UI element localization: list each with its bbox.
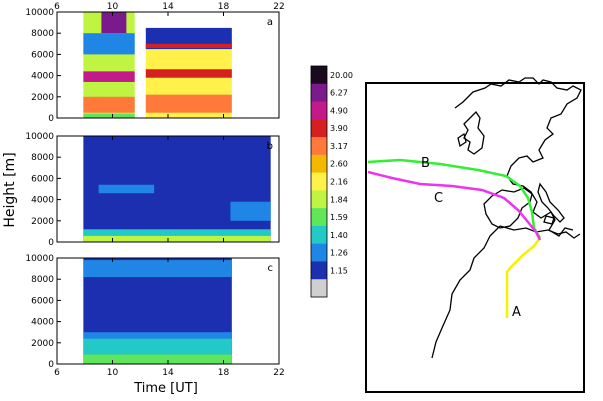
colorbar-swatch — [311, 225, 327, 245]
colorbar-frame — [310, 65, 328, 298]
x-tick-label-top: 22 — [273, 2, 284, 12]
x-tick-label-top: 6 — [54, 2, 60, 12]
y-tick-label: 6000 — [31, 174, 54, 184]
colorbar-label: 1.59 — [330, 213, 348, 222]
trajectory-label-c: C — [434, 191, 443, 206]
y-tick-label: 0 — [48, 360, 54, 370]
heatmap-cell — [230, 201, 271, 221]
colorbar-label: 1.15 — [330, 266, 348, 275]
y-tick-label: 8000 — [31, 153, 54, 163]
panel-b: 0 2000 4000 6000 8000 10000 b — [25, 132, 280, 248]
y-tick-label: 8000 — [31, 29, 54, 39]
colorbar-swatch — [311, 279, 327, 298]
y-tick-label: 2000 — [31, 93, 54, 103]
colorbar-swatch — [311, 119, 327, 138]
y-tick-label: 2000 — [31, 217, 54, 227]
colorbar-label: 20.00 — [330, 71, 353, 80]
heatmap-cell — [83, 229, 271, 236]
heatmap-cell — [145, 69, 232, 78]
y-tick-label: 0 — [48, 114, 54, 124]
panel-label: a — [267, 17, 273, 28]
colorbar-label: 4.90 — [330, 106, 348, 115]
x-tick-label: 14 — [162, 368, 174, 378]
heatmap-cell — [83, 260, 232, 278]
colorbar-label: 6.27 — [330, 89, 348, 98]
heatmap-cell — [83, 354, 232, 364]
colorbar-label: 3.17 — [330, 142, 348, 151]
y-tick-label: 10000 — [25, 8, 54, 18]
heatmap-cell — [83, 332, 232, 339]
x-tick-label: 18 — [218, 368, 230, 378]
trajectory-a — [505, 237, 541, 318]
colorbar-label: 1.40 — [330, 231, 348, 240]
x-tick-label: 10 — [107, 368, 119, 378]
colorbar-swatch — [311, 208, 327, 227]
y-tick-label: 0 — [48, 238, 54, 248]
y-tick-label: 2000 — [31, 339, 54, 349]
trajectory-label-b: B — [421, 156, 430, 171]
y-tick-label: 6000 — [31, 296, 54, 306]
trajectory-label-a: A — [512, 305, 521, 320]
colorbar-swatch — [311, 261, 327, 280]
heatmap-cell — [98, 184, 155, 194]
colorbar-swatch — [311, 83, 327, 103]
map-frame — [365, 82, 585, 393]
y-tick-label: 4000 — [31, 196, 54, 206]
panel-c: 0 2000 4000 6000 8000 10000 6 10 14 18 22 c — [25, 254, 284, 378]
trajectory-map: A B C — [365, 77, 585, 393]
y-tick-label: 4000 — [31, 72, 54, 82]
colorbar-swatch — [311, 243, 327, 262]
heatmap-cell — [145, 94, 232, 113]
colorbar-swatch — [311, 137, 327, 156]
heatmap-cell — [83, 235, 271, 242]
heatmap-cell — [83, 96, 135, 113]
x-tick-label-top: 10 — [107, 2, 119, 12]
trajectory-b — [367, 158, 542, 239]
x-tick-label: 6 — [54, 368, 60, 378]
colorbar-swatch — [311, 101, 327, 120]
x-tick-label: 22 — [273, 368, 284, 378]
x-tick-label-top: 18 — [218, 2, 230, 12]
colorbar-label: 1.26 — [330, 249, 348, 258]
y-tick-label: 10000 — [25, 254, 54, 264]
colorbar-swatch — [311, 154, 327, 174]
colorbar-swatch — [311, 190, 327, 209]
trajectory-c — [367, 170, 542, 241]
colorbar-swatch — [311, 172, 327, 191]
heatmap-cell — [83, 33, 135, 55]
heatmap-cell — [145, 43, 232, 49]
y-tick-label: 10000 — [25, 132, 54, 142]
y-tick-label: 4000 — [31, 318, 54, 328]
colorbar: 20.00 6.27 4.90 3.90 3.17 2.60 2.16 1.84 1.59 1.4… — [310, 65, 353, 298]
x-axis-label: Time [UT] — [133, 381, 198, 396]
y-axis-label: Height [m] — [2, 152, 18, 227]
panel-label: b — [267, 141, 273, 152]
y-tick-label: 6000 — [31, 50, 54, 60]
heatmap-cell — [101, 12, 127, 34]
heatmap-cell — [83, 71, 135, 82]
colorbar-swatch — [311, 66, 327, 85]
heatmap-cell — [83, 338, 232, 355]
heatmap-cell — [83, 113, 135, 118]
y-tick-label: 8000 — [31, 275, 54, 285]
colorbar-label: 3.90 — [330, 124, 348, 133]
panel-label: c — [268, 263, 274, 274]
colorbar-label: 2.60 — [330, 160, 348, 169]
x-tick-label-top: 14 — [162, 2, 174, 12]
coastline-italy — [537, 182, 565, 225]
coastline-britain — [457, 110, 485, 155]
colorbar-label: 2.16 — [330, 178, 348, 187]
colorbar-label: 1.84 — [330, 195, 348, 204]
